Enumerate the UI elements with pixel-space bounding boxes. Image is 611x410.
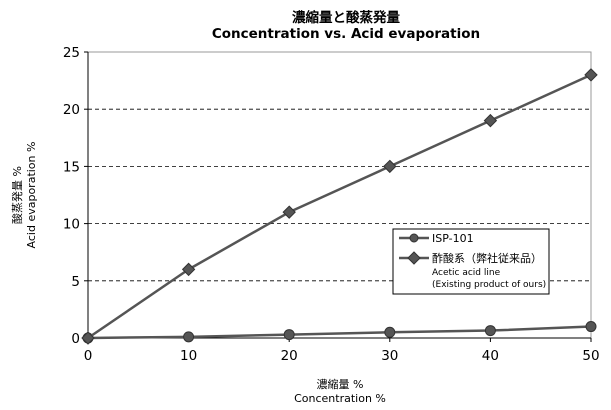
y-axis-label-ja: 酸蒸発量 % [10, 166, 24, 224]
y-ticks: 0 5 10 15 20 25 [63, 45, 88, 347]
data-point-isp101 [183, 331, 195, 343]
data-point-isp101 [384, 326, 396, 338]
data-point-acetic [383, 159, 397, 174]
legend-label-isp101: ISP-101 [432, 232, 474, 245]
x-tick-label: 40 [482, 348, 499, 364]
data-point-isp101 [585, 321, 597, 333]
x-tick-label: 20 [281, 348, 298, 364]
data-point-acetic [81, 331, 95, 345]
data-point-isp101 [283, 329, 295, 341]
legend-marker-isp101 [409, 233, 419, 243]
x-axis-label-ja: 濃縮量 % [317, 377, 364, 391]
x-tick-label: 30 [381, 348, 398, 364]
y-tick-label: 0 [71, 331, 80, 347]
series-line-isp101 [87, 325, 592, 340]
y-tick-label: 20 [63, 102, 80, 118]
chart-title-en: Concentration vs. Acid evaporation [212, 26, 480, 42]
data-point-isp101 [484, 325, 496, 337]
data-point-acetic [584, 68, 598, 82]
legend-marker-acetic [407, 251, 421, 265]
legend: ISP-101 酢酸系（弊社従来品） Acetic acid line (Exi… [392, 228, 550, 295]
y-tick-label: 25 [63, 45, 80, 61]
y-tick-label: 5 [71, 274, 80, 290]
legend-label-acetic: 酢酸系（弊社従来品） [432, 251, 542, 265]
data-point-acetic [181, 262, 196, 277]
series-line-acetic [87, 73, 592, 340]
plot-area [87, 51, 592, 339]
series-group [81, 68, 598, 345]
x-axis-label-en: Concentration % [294, 392, 386, 405]
x-ticks: 0 10 20 30 40 50 [84, 338, 600, 364]
x-tick-label: 50 [582, 348, 599, 364]
data-point-acetic [282, 205, 296, 219]
legend-box [392, 228, 550, 295]
y-axis-label-en: Acid evaporation % [25, 142, 38, 249]
data-point-acetic [483, 113, 498, 128]
x-tick-label: 10 [180, 348, 197, 364]
chart-title-ja: 濃縮量と酸蒸発量 [292, 9, 400, 26]
x-tick-label: 0 [84, 348, 93, 364]
y-tick-label: 15 [63, 159, 80, 175]
legend-label-acetic-sub1: Acetic acid line [432, 268, 501, 278]
legend-label-acetic-sub2: (Existing product of ours) [432, 280, 546, 290]
y-tick-label: 10 [63, 217, 80, 233]
